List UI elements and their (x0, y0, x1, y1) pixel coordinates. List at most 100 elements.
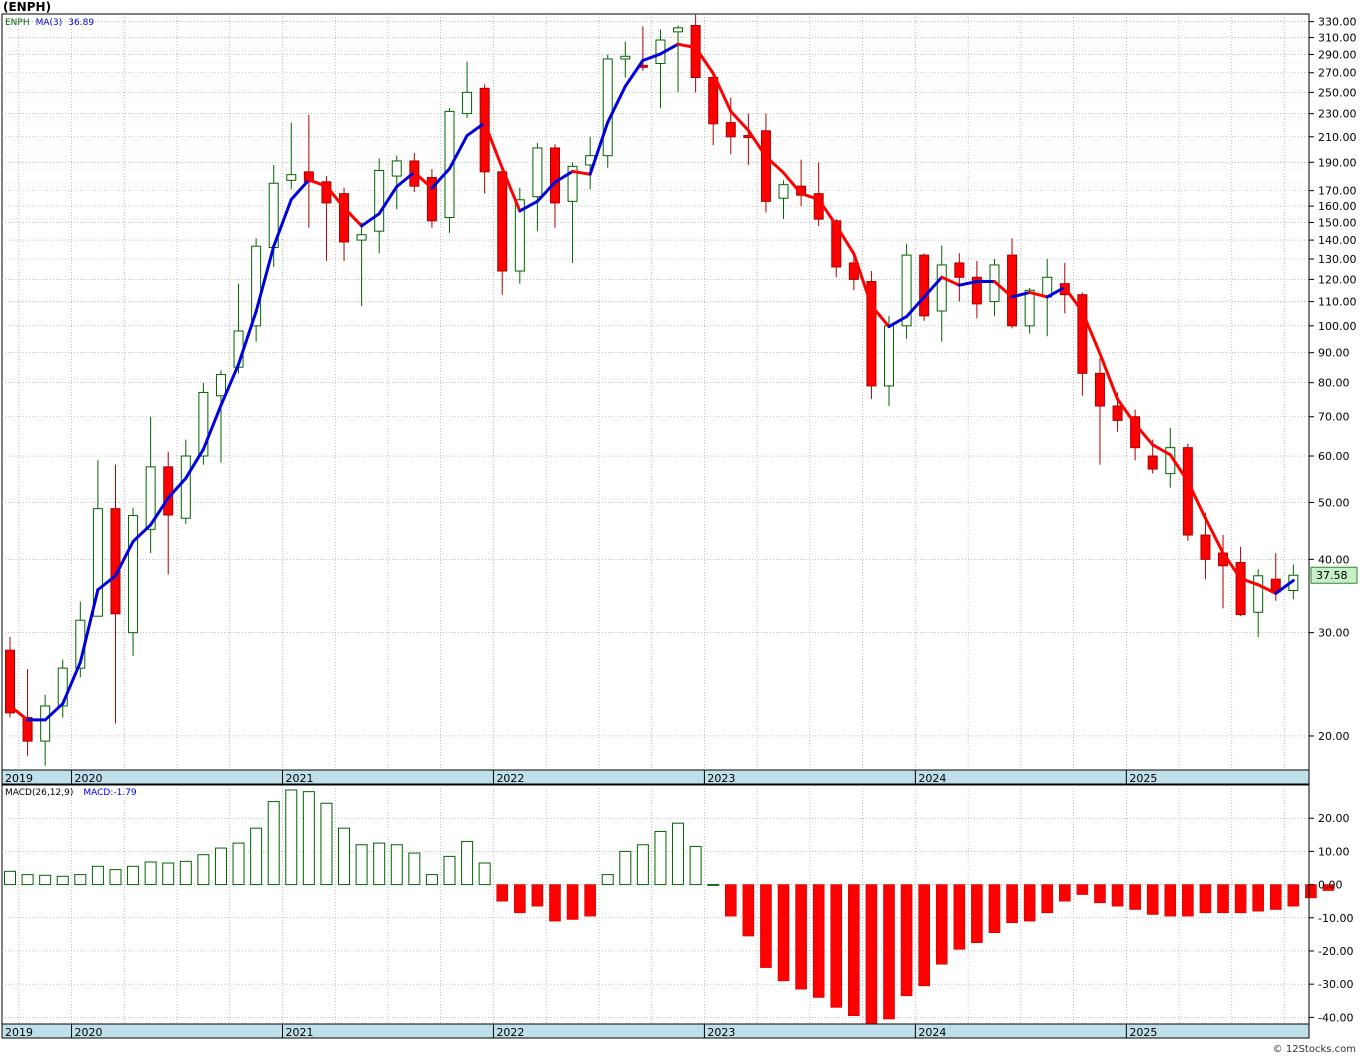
candle-body-down (549, 147, 560, 204)
candle-body-down (725, 122, 736, 138)
candle-body-down (1007, 254, 1018, 327)
price-tick-label: 20.00 (1318, 730, 1350, 743)
price-tick-label: 60.00 (1318, 450, 1350, 463)
candle-body-up (286, 174, 297, 181)
ma-segment (676, 42, 698, 50)
x-axis-price: 2019 2020 2021 2022 2023 2024 2025 (1, 769, 1310, 785)
candle-body-up (40, 705, 51, 742)
macd-bar-negative (1182, 884, 1194, 917)
ma-segment (535, 180, 557, 203)
legend-ma-value: 36.89 (68, 18, 94, 28)
macd-bar-positive (267, 801, 280, 886)
last-price-box (1310, 566, 1358, 584)
candle-body-down (1112, 405, 1123, 421)
macd-bar-negative (988, 884, 1001, 934)
ma-segment (78, 588, 100, 664)
macd-bar-positive (56, 875, 69, 886)
x-axis-year-label: 2022 (496, 772, 524, 785)
ma-segment (96, 574, 117, 592)
candle-body-up (444, 110, 455, 218)
ma-segment (764, 155, 786, 175)
ma-segment (1080, 310, 1102, 356)
candle-body-up (215, 374, 226, 397)
candle-body-down (110, 508, 121, 615)
candle-body-down (1147, 455, 1158, 470)
macd-bar-negative (1217, 884, 1229, 914)
ma-segment (1028, 290, 1049, 299)
price-tick-label: 140.00 (1318, 234, 1357, 247)
ma-segment (922, 275, 944, 299)
macd-bar-negative (1129, 884, 1141, 910)
macd-bar-negative (760, 884, 772, 968)
macd-bar-negative (1076, 884, 1089, 895)
candle-body-up (198, 391, 209, 457)
macd-bar-negative (531, 884, 544, 907)
macd-tick-label: 10.00 (1318, 845, 1350, 858)
ma-segment (852, 252, 873, 308)
candle-body-down (690, 24, 701, 79)
macd-bar-negative (1287, 884, 1300, 907)
ma-segment (377, 185, 399, 216)
ma-segment (694, 46, 715, 75)
candle-body-up (567, 165, 578, 202)
macd-tick-label: -40.00 (1318, 1011, 1353, 1024)
macd-bar-positive (689, 845, 702, 886)
candle-body-up (92, 508, 103, 617)
price-tick-label: 170.00 (1318, 185, 1357, 198)
ma-segment (272, 197, 293, 248)
candle-body-down (954, 262, 965, 278)
candle-body-down (866, 281, 877, 387)
x-axis-year-label: 2024 (918, 1026, 946, 1039)
macd-tick-label: -20.00 (1318, 945, 1353, 958)
x-axis-year-label: 2019 (5, 1026, 33, 1039)
macd-bar-positive (214, 847, 227, 886)
candle-body-up (251, 245, 262, 327)
price-tick-label: 110.00 (1318, 296, 1357, 309)
macd-tick-label: -30.00 (1318, 978, 1353, 991)
ma-segment (782, 171, 803, 196)
ma-segment (43, 702, 65, 722)
candle-body-down (426, 176, 437, 222)
macd-bar-negative (549, 884, 561, 922)
macd-legend: MACD(26,12,9) MACD:-1.79 (5, 788, 137, 798)
candle-body-up (1253, 575, 1264, 613)
price-tick-label: 150.00 (1318, 217, 1357, 230)
macd-bar-positive (672, 822, 685, 886)
x-axis-year-label: 2025 (1129, 1026, 1157, 1039)
x-axis-year-label: 2024 (918, 772, 946, 785)
macd-bar-positive (285, 789, 298, 886)
ma-segment (746, 128, 768, 159)
ma-segment (623, 58, 645, 88)
macd-bar-positive (320, 802, 333, 886)
price-panel: ENPH MA(3) 36.89 (1, 13, 1310, 771)
ma-segment (887, 315, 909, 329)
ma-segment (1168, 453, 1190, 483)
macd-bar-positive (232, 842, 245, 886)
macd-bar-positive (109, 869, 122, 886)
macd-bar-negative (566, 884, 579, 920)
macd-bar-negative (848, 884, 860, 1017)
macd-bar-positive (636, 844, 649, 886)
macd-bar-positive (373, 842, 386, 886)
ma-segment (1186, 479, 1207, 520)
candle-body-up (673, 27, 684, 33)
macd-bar-positive (144, 861, 157, 886)
macd-bar-positive (355, 844, 368, 886)
macd-bar-negative (1146, 884, 1159, 915)
ma-segment (237, 309, 258, 366)
price-tick-label: 30.00 (1318, 627, 1350, 640)
ma-segment (1098, 352, 1120, 401)
candle-body-up (462, 91, 473, 115)
candle-body-down (760, 130, 771, 202)
price-tick-label: 120.00 (1318, 273, 1357, 286)
price-tick-label: 270.00 (1318, 67, 1357, 80)
macd-bar-negative (1059, 884, 1071, 902)
macd-bar-positive (478, 862, 491, 886)
macd-bar-positive (707, 884, 720, 886)
macd-tick-label: 0.00 (1318, 879, 1343, 892)
ma-segment (588, 120, 610, 176)
chart-title: (ENPH) (3, 0, 52, 14)
macd-bar-negative (971, 884, 983, 943)
candle-body-down (339, 193, 350, 243)
ma-segment (289, 178, 311, 201)
